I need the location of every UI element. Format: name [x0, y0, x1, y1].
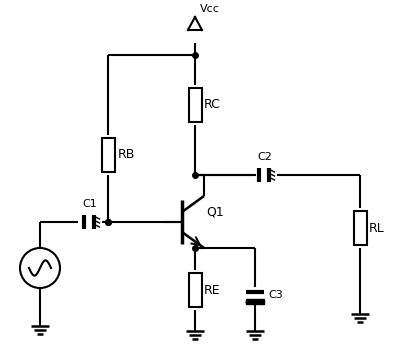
Text: RC: RC: [204, 98, 221, 111]
Bar: [102, 138, 114, 172]
Bar: [188, 88, 202, 122]
Text: RE: RE: [204, 284, 221, 296]
Text: C2: C2: [258, 152, 272, 162]
Bar: [246, 299, 264, 304]
Text: RB: RB: [118, 149, 135, 161]
Text: Q1: Q1: [206, 205, 224, 218]
Text: C3: C3: [268, 290, 283, 300]
Bar: [354, 211, 366, 245]
Text: Vcc: Vcc: [200, 4, 220, 14]
Text: RL: RL: [369, 222, 385, 234]
Text: C1: C1: [83, 199, 97, 209]
Bar: [188, 273, 202, 307]
